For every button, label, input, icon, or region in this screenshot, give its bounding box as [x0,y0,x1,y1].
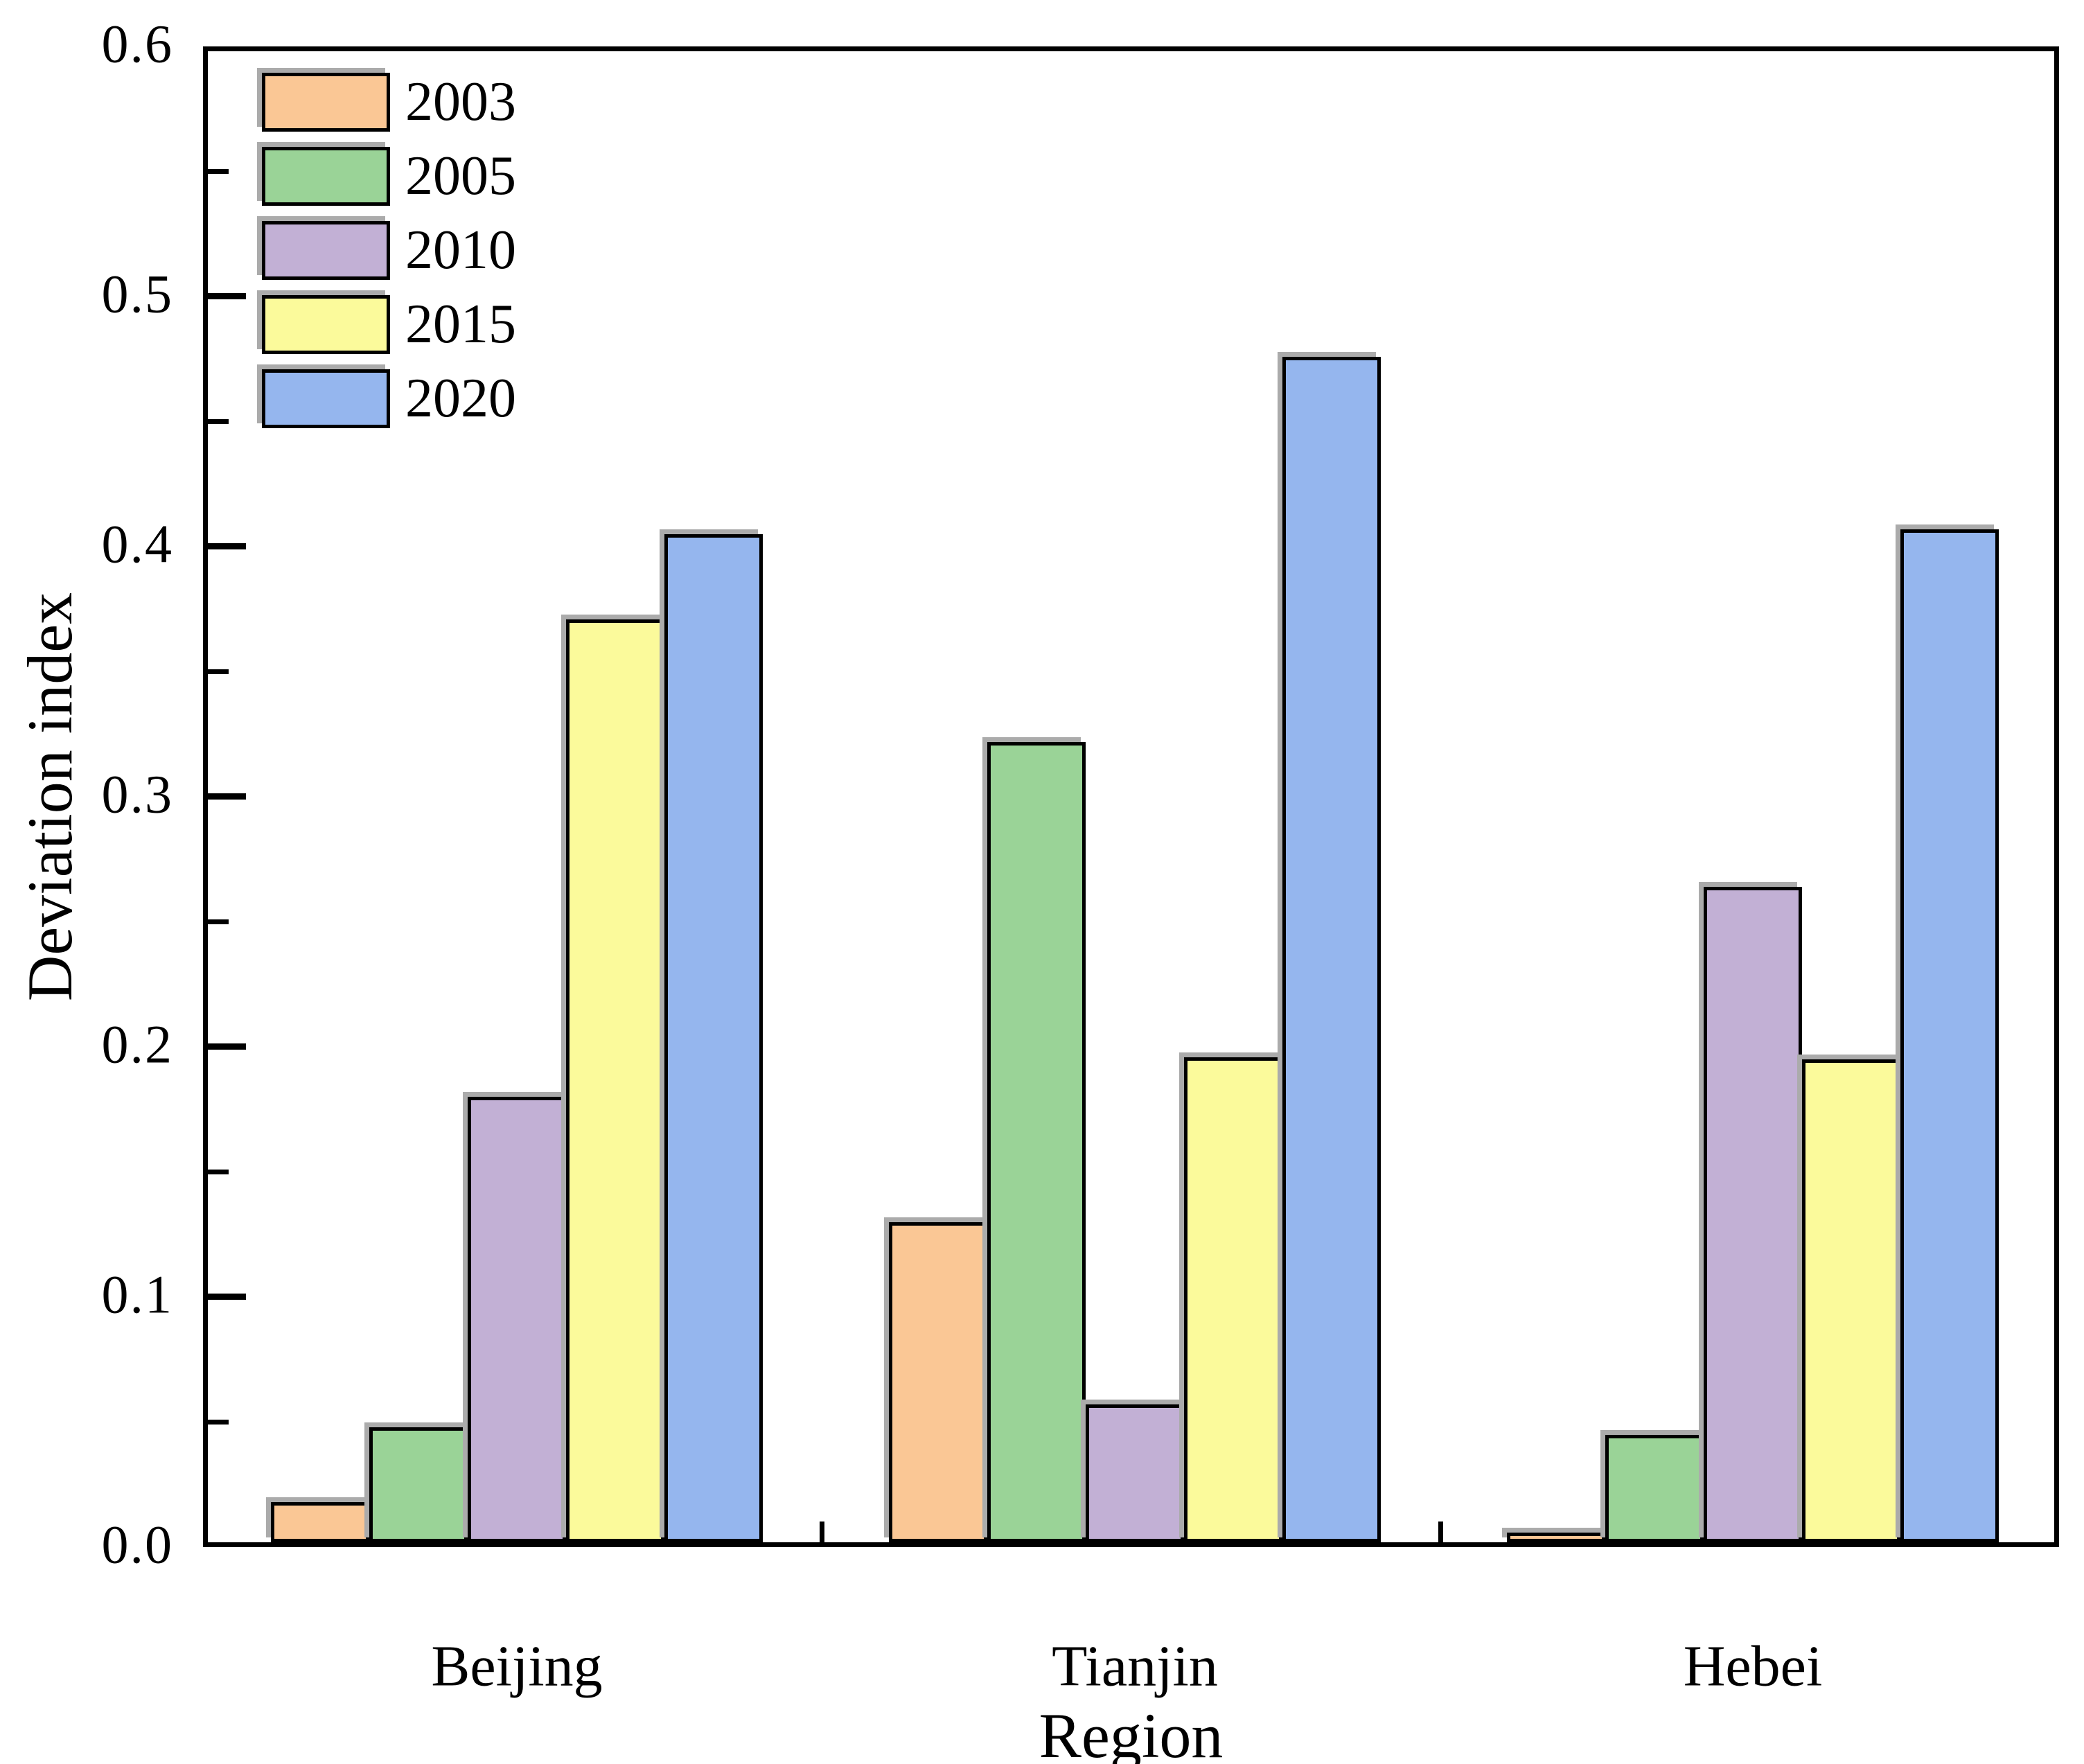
legend-swatch-2010 [262,221,390,280]
y-axis-minor-tick [208,1169,229,1174]
bar-2010-beijing [468,1097,566,1542]
y-axis-minor-tick [208,418,229,424]
y-tick-label: 0.5 [101,263,173,324]
y-tick-label: 0.0 [101,1514,173,1575]
bar-2003-hebei [1507,1532,1605,1542]
legend-label-2003: 2003 [405,71,516,132]
bar-2010-hebei [1704,887,1802,1542]
legend-label-2020: 2020 [405,368,516,429]
x-axis-title: Region [1039,1700,1224,1764]
legend-item-2003: 2003 [262,73,516,132]
y-tick-label: 0.4 [101,513,173,574]
bar-2015-hebei [1802,1059,1900,1542]
bar-2005-beijing [369,1427,468,1542]
category-label-tianjin: Tianjin [1052,1634,1218,1699]
y-axis-minor-tick [208,669,229,674]
legend-swatch-2020 [262,369,390,428]
y-axis-minor-tick [208,168,229,174]
y-axis-major-tick [208,293,246,299]
legend-item-2015: 2015 [262,295,516,354]
category-label-beijing: Beijing [431,1634,603,1699]
legend-label-2005: 2005 [405,145,516,206]
y-tick-label: 0.3 [101,764,173,824]
y-axis-minor-tick [208,919,229,924]
legend-item-2020: 2020 [262,369,516,428]
y-tick-label: 0.2 [101,1014,173,1075]
x-axis-minor-tick [820,1522,824,1542]
y-tick-label: 0.1 [101,1264,173,1325]
y-axis-major-tick [208,1294,246,1300]
y-axis-major-tick [208,1043,246,1050]
bar-2005-tianjin [987,741,1086,1542]
category-label-hebei: Hebei [1683,1634,1823,1699]
legend-swatch-2003 [262,73,390,132]
bar-2005-hebei [1605,1434,1704,1542]
legend-label-2010: 2010 [405,220,516,281]
y-axis-minor-tick [208,1419,229,1425]
y-axis-major-tick [208,793,246,800]
legend-item-2005: 2005 [262,147,516,206]
legend-swatch-2015 [262,295,390,354]
legend-label-2015: 2015 [405,294,516,355]
bar-2015-tianjin [1184,1057,1282,1542]
bar-2003-tianjin [889,1221,987,1542]
bar-2020-beijing [664,534,763,1542]
bar-2003-beijing [271,1502,369,1542]
plot-frame [203,46,2059,1547]
y-axis-major-tick [208,543,246,549]
legend-item-2010: 2010 [262,221,516,280]
y-tick-label: 0.6 [101,13,173,74]
y-axis-title: Deviation index [15,592,85,1002]
x-axis-minor-tick [1438,1522,1443,1542]
bar-2010-tianjin [1086,1404,1184,1542]
legend-swatch-2005 [262,147,390,206]
bar-2020-hebei [1900,529,1999,1542]
bar-2020-tianjin [1282,356,1381,1542]
bar-2015-beijing [566,619,664,1542]
